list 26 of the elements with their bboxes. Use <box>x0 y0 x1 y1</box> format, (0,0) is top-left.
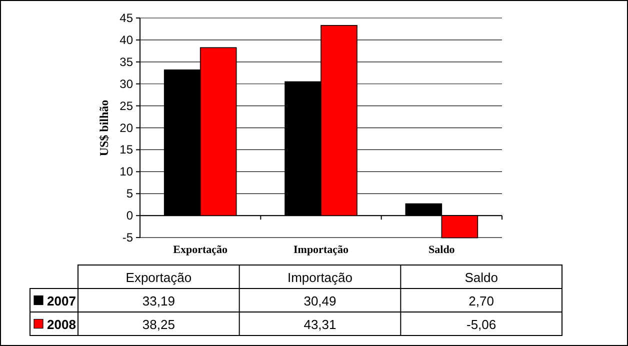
data-label: 30,49 <box>304 293 336 308</box>
x-tick-label: Exportação <box>173 244 228 256</box>
data-label: -5,06 <box>466 316 496 332</box>
y-tick-label: 25 <box>120 98 134 113</box>
category-label: Saldo <box>464 270 498 285</box>
y-tick-label: 5 <box>126 186 134 201</box>
y-tick-label: -5 <box>122 230 134 245</box>
legend-label: 2008 <box>47 316 76 332</box>
legend-label: 2007 <box>47 293 76 308</box>
y-tick-label: 0 <box>126 208 134 223</box>
y-tick-label: 15 <box>120 142 134 157</box>
data-label: 33,19 <box>142 293 175 308</box>
y-tick-label: 45 <box>120 11 134 25</box>
y-tick-label: 30 <box>120 76 134 91</box>
y-tick-label: 40 <box>120 32 134 47</box>
y-tick-label: 20 <box>120 120 134 135</box>
category-label: Exportação <box>126 270 192 285</box>
data-label: 2,70 <box>468 293 494 308</box>
category-label: Importação <box>287 270 353 285</box>
data-label: 38,25 <box>142 316 175 332</box>
y-tick-label: 35 <box>120 54 134 69</box>
data-label: 43,31 <box>304 316 336 332</box>
y-axis-title: US$ bilhão <box>97 100 111 156</box>
y-tick-label: 10 <box>120 164 134 179</box>
x-tick-label: Saldo <box>428 244 456 256</box>
x-tick-label: Importação <box>294 244 349 256</box>
